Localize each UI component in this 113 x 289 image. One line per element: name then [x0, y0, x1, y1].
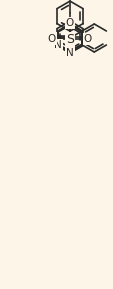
Text: O: O: [47, 33, 56, 43]
Text: O: O: [47, 34, 56, 44]
Text: N: N: [54, 40, 61, 50]
Text: S: S: [65, 33, 73, 46]
Text: N: N: [66, 48, 73, 58]
Text: O: O: [65, 18, 73, 28]
Text: O: O: [83, 34, 91, 44]
Text: N: N: [66, 47, 73, 57]
